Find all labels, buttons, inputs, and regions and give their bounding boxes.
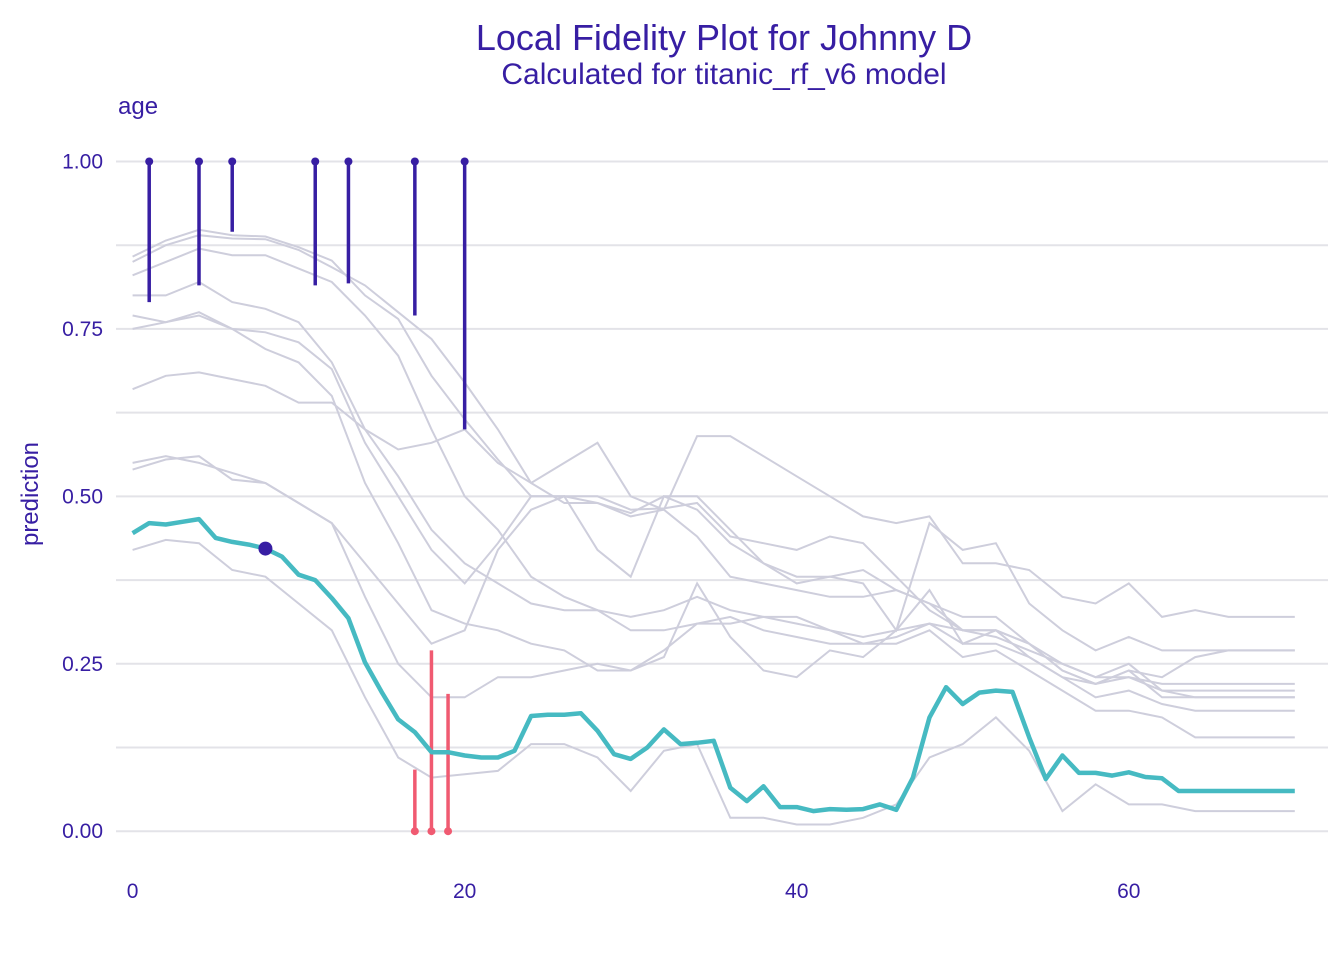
neighbor-profile-line [132,234,1295,692]
neighbor-profile-line [132,538,1295,826]
neighbor-profile-line [132,311,1295,699]
chart-subtitle: Calculated for titanic_rf_v6 model [501,58,946,91]
observation-profile-layer [131,516,1295,814]
x-tick-label: 20 [453,880,476,903]
y-axis-label: prediction [17,442,44,546]
residual-endpoint-dot [410,827,419,836]
residual-endpoint-dot [460,157,469,166]
neighbor-profile-line [132,247,1295,685]
residual-endpoint-dot [145,157,154,166]
residual-segments [145,157,469,836]
grid-layer [116,160,1328,833]
axis-ticks: 0.00 0.25 0.50 0.75 1.00 0 20 40 60 [62,150,1140,903]
residual-endpoint-dot [427,827,436,836]
facet-label: age [118,93,158,120]
residual-endpoint-dot [195,157,204,166]
neighbor-profile-line [132,455,1295,699]
residual-endpoint-dot [344,157,353,166]
residual-endpoint-dot [228,157,237,166]
y-tick-label: 0.75 [62,318,103,341]
y-tick-label: 0.00 [62,820,103,843]
neighbor-profile-line [132,280,1295,712]
neighbor-profile-line [132,371,1295,618]
y-tick-label: 0.50 [62,485,103,508]
y-tick-label: 0.25 [62,653,103,676]
chart-title: Local Fidelity Plot for Johnny D [476,17,972,58]
x-tick-label: 0 [127,880,139,903]
residual-endpoint-dot [311,157,320,166]
x-tick-label: 60 [1117,880,1140,903]
residual-endpoint-dot [444,827,453,836]
neighbor-profile-line [132,228,1295,699]
ceteris-paribus-profiles [132,228,1295,826]
observation-profile-line [131,516,1295,814]
y-tick-label: 1.00 [62,150,103,173]
x-tick-label: 40 [785,880,808,903]
observation-point [258,541,273,556]
residual-endpoint-dot [410,157,419,166]
neighbor-profile-line [132,314,1295,739]
